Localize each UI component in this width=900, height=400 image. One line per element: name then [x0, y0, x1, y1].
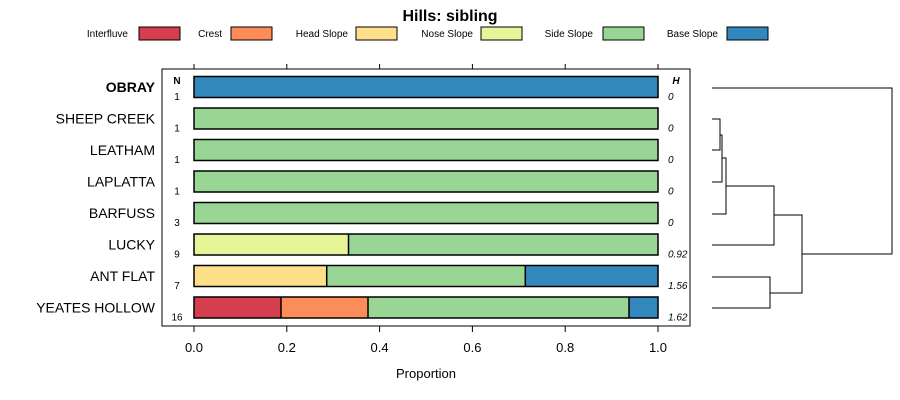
bar-segment-barfuss-side-slope [194, 202, 658, 224]
legend-label-interfluve: Interfluve [87, 29, 129, 40]
plot-frame [161, 68, 691, 327]
dendrogram-branch-6 [712, 276, 771, 309]
row-h-ant-flat: 1.56 [668, 281, 688, 292]
bar-segment-lucky-side-slope [348, 234, 658, 255]
row-n-leatham: 1 [174, 155, 180, 166]
bar-outline-ant-flat [193, 264, 659, 288]
x-tick-label-5: 1.0 [649, 340, 667, 355]
row-leatham: LEATHAM 1 0 [90, 138, 674, 166]
row-label-obray: OBRAY [106, 79, 156, 95]
row-h-lucky: 0.92 [668, 250, 688, 261]
bar-segment-leatham-side-slope [194, 139, 658, 161]
bar-outline-yeates-hollow [193, 296, 659, 319]
bar-outline-barfuss [193, 201, 659, 225]
legend-swatch-interfluve [138, 26, 181, 41]
bar-segment-yeates-hollow-side-slope [368, 297, 629, 318]
row-h-sheep-creek: 0 [668, 124, 674, 135]
bar-segment-yeates-hollow-crest [281, 297, 368, 318]
bar-outline-laplatta [193, 170, 659, 193]
x-tick-label-4: 0.8 [556, 340, 574, 355]
dendrogram-branch-5 [770, 214, 803, 294]
dendrogram-branch-1 [712, 118, 721, 151]
dendrogram-branch-3 [712, 157, 727, 215]
bar-segment-ant-flat-base-slope [525, 265, 658, 287]
row-ant-flat: ANT FLAT 7 1.56 [90, 264, 688, 292]
row-label-leatham: LEATHAM [90, 142, 155, 158]
legend-swatch-crest [230, 26, 273, 41]
x-axis: 0.0 0.2 0.4 0.6 0.8 1.0 [185, 326, 667, 355]
top-axis-ticks [193, 64, 659, 69]
row-label-laplatta: LAPLATTA [87, 174, 156, 190]
h-column-header: H [672, 76, 680, 87]
row-h-leatham: 0 [668, 155, 674, 166]
dendrogram [712, 87, 893, 309]
row-label-yeates-hollow: YEATES HOLLOW [36, 300, 156, 316]
row-n-lucky: 9 [174, 250, 180, 261]
row-n-laplatta: 1 [174, 187, 180, 198]
bar-segment-ant-flat-side-slope [326, 265, 526, 287]
chart-title: Hills: sibling [402, 8, 497, 25]
row-h-laplatta: 0 [668, 187, 674, 198]
row-n-ant-flat: 7 [174, 281, 180, 292]
x-tick-label-2: 0.4 [371, 340, 389, 355]
bar-segment-laplatta-side-slope [194, 171, 658, 192]
legend-label-side-slope: Side Slope [545, 29, 594, 40]
bar-segment-yeates-hollow-base-slope [629, 297, 658, 318]
bar-segment-obray-base-slope [194, 76, 658, 98]
legend-swatch-nose-slope [480, 26, 523, 41]
row-label-sheep-creek: SHEEP CREEK [56, 111, 156, 127]
row-obray: OBRAY 1 0 [106, 75, 674, 103]
legend-label-head-slope: Head Slope [296, 29, 349, 40]
bar-outline-leatham [193, 138, 659, 162]
bar-segment-sheep-creek-side-slope [194, 108, 658, 129]
x-tick-label-0: 0.0 [185, 340, 203, 355]
row-label-barfuss: BARFUSS [89, 205, 155, 221]
n-column-header: N [173, 76, 180, 87]
row-yeates-hollow: YEATES HOLLOW 16 1.62 [36, 296, 688, 324]
x-tick-label-3: 0.6 [463, 340, 481, 355]
bar-outline-lucky [193, 233, 659, 256]
row-h-barfuss: 0 [668, 218, 674, 229]
legend-label-crest: Crest [198, 29, 222, 40]
bar-outline-obray [193, 75, 659, 99]
bar-segment-ant-flat-head-slope [194, 265, 327, 287]
row-n-yeates-hollow: 16 [171, 313, 183, 324]
legend-swatch-side-slope [602, 26, 645, 41]
x-tick-label-1: 0.2 [278, 340, 296, 355]
legend-swatch-head-slope [355, 26, 398, 41]
row-lucky: LUCKY 9 0.92 [108, 233, 688, 261]
x-axis-title: Proportion [396, 366, 456, 381]
row-barfuss: BARFUSS 3 0 [89, 201, 674, 229]
dendrogram-branch-4 [712, 185, 775, 246]
row-n-sheep-creek: 1 [174, 124, 180, 135]
row-n-obray: 1 [174, 92, 180, 103]
row-label-lucky: LUCKY [108, 237, 155, 253]
row-laplatta: LAPLATTA 1 0 [87, 170, 674, 198]
legend-label-nose-slope: Nose Slope [421, 29, 473, 40]
row-h-yeates-hollow: 1.62 [668, 313, 688, 324]
legend-label-base-slope: Base Slope [667, 29, 719, 40]
bar-outline-sheep-creek [193, 107, 659, 130]
row-h-obray: 0 [668, 92, 674, 103]
row-label-ant-flat: ANT FLAT [90, 268, 155, 284]
row-n-barfuss: 3 [174, 218, 180, 229]
bar-segment-lucky-nose-slope [194, 234, 349, 255]
bar-segment-yeates-hollow-interfluve [194, 297, 281, 318]
dendrogram-branch-0 [712, 87, 893, 255]
legend-swatch-base-slope [726, 26, 769, 41]
legend: Interfluve Crest Head Slope Nose Slope Side … [87, 26, 769, 41]
row-sheep-creek: SHEEP CREEK 1 0 [56, 107, 674, 135]
